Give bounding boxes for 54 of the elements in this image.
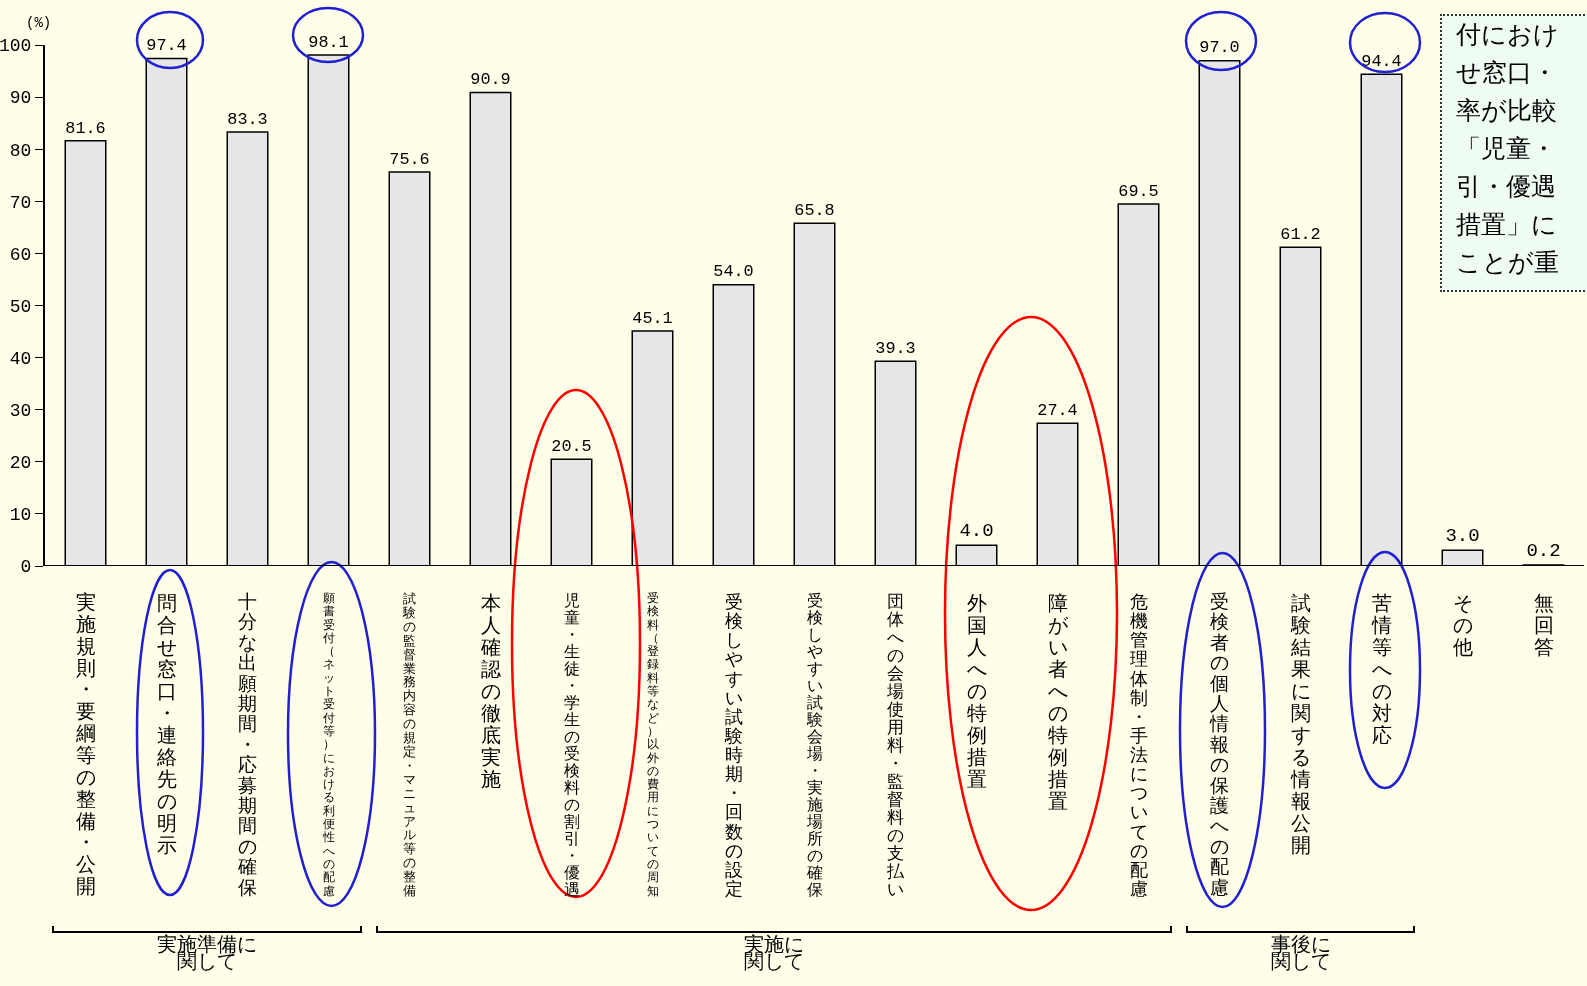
data-label: 45.1	[632, 308, 673, 328]
y-tick-label: 70	[9, 192, 32, 213]
y-tick-label: 50	[9, 296, 32, 317]
text: 実施準備に関して	[156, 932, 258, 973]
category-label: 障がい者への特例措置	[1047, 591, 1068, 813]
category-label: 受検料（登録料等など）以外の費用についての周知	[646, 591, 659, 898]
data-label: 83.3	[227, 109, 268, 129]
y-tick-label: 20	[9, 453, 32, 474]
data-label: 98.1	[308, 32, 349, 52]
category-label: 本人確認の徹底実施	[480, 591, 501, 791]
x-tick-label: 苦情等への対応	[1370, 591, 1393, 747]
y-axis-title: (%)	[26, 15, 52, 31]
y-tick-label: 0	[20, 557, 32, 578]
category-label: 外国人への特例措置	[966, 591, 987, 791]
category-label: 試験の監督業務内容の規定・マニュアル等の整備	[403, 591, 416, 899]
data-label: 27.4	[1037, 400, 1078, 420]
category-label: 受検者の個人情報の保護への配慮	[1210, 590, 1229, 899]
data-label: 69.5	[1118, 181, 1159, 201]
data-label: 4.0	[959, 520, 994, 543]
text: 事後に関して	[1269, 932, 1332, 973]
y-tick-label: 60	[9, 244, 32, 265]
y-tick-label: 80	[9, 140, 32, 161]
category-label: 受検しやすい試験会場・実施場所の確保	[806, 591, 823, 899]
x-tick-label: その他	[1451, 591, 1474, 659]
category-label: 団体への会場使用料・監督料の支払い	[887, 591, 904, 899]
data-label: 97.0	[1199, 38, 1240, 58]
y-tick-label: 40	[9, 348, 32, 369]
data-label: 61.2	[1280, 224, 1321, 244]
data-label: 0.2	[1526, 539, 1561, 562]
data-label: 65.8	[794, 200, 835, 220]
y-tick-label: 30	[9, 401, 32, 421]
x-tick-label: 無回答	[1532, 591, 1555, 659]
data-label: 3.0	[1445, 525, 1480, 548]
data-label: 90.9	[470, 70, 511, 90]
y-tick-label: 90	[9, 88, 32, 109]
y-tick-label: 10	[9, 505, 32, 526]
category-label: 児童・生徒・学生の受検料の割引・優遇	[563, 591, 580, 899]
category-label: 危機管理体制・手法についての配慮	[1129, 591, 1148, 899]
data-label: 94.4	[1361, 51, 1402, 71]
category-label: 受検しやすい試験時期・回数の設定	[724, 591, 743, 899]
category-label: 十分な出願期間・応募期間の確保	[238, 590, 257, 899]
text: 実施に関して	[743, 932, 805, 973]
category-label: 試験結果に関する情報公開	[1290, 591, 1311, 857]
category-label: 問合せ窓口・連絡先の明示	[156, 591, 177, 857]
data-label: 54.0	[713, 262, 754, 282]
note-box: 付におけせ窓口・率が比較「児童・引・優遇措置」にことが重	[1440, 14, 1587, 292]
data-label: 20.5	[551, 436, 592, 456]
y-tick-label: 100	[0, 36, 32, 57]
data-label: 75.6	[389, 149, 430, 169]
data-label: 39.3	[875, 338, 916, 358]
category-label: 願書受付（ネット受付等）における利便性への配慮	[322, 591, 335, 898]
data-label: 81.6	[65, 118, 106, 138]
data-label: 97.4	[146, 36, 187, 56]
category-label: 実施規則・要綱等の整備・公開	[75, 590, 96, 899]
